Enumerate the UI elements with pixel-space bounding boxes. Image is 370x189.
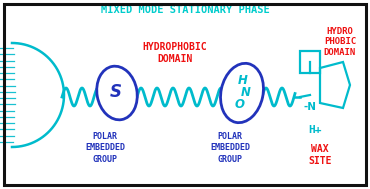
Text: -N: -N xyxy=(303,102,316,112)
Bar xyxy=(300,51,320,73)
Polygon shape xyxy=(0,43,64,147)
Ellipse shape xyxy=(221,63,263,123)
Text: MIXED MODE STATIONARY PHASE: MIXED MODE STATIONARY PHASE xyxy=(101,5,269,15)
Text: HYDROPHOBIC
DOMAIN: HYDROPHOBIC DOMAIN xyxy=(143,42,207,64)
Text: N: N xyxy=(241,87,251,99)
Text: POLAR
EMBEDDED
GROUP: POLAR EMBEDDED GROUP xyxy=(85,132,125,164)
Text: WAX
SITE: WAX SITE xyxy=(308,144,332,166)
Text: O: O xyxy=(235,98,245,112)
Ellipse shape xyxy=(97,66,137,120)
Text: POLAR
EMBEDDED
GROUP: POLAR EMBEDDED GROUP xyxy=(210,132,250,164)
Text: H: H xyxy=(238,74,248,87)
Text: H+: H+ xyxy=(308,125,322,135)
Text: HYDRO
PHOBIC
DOMAIN: HYDRO PHOBIC DOMAIN xyxy=(324,27,356,57)
Text: S: S xyxy=(110,83,122,101)
